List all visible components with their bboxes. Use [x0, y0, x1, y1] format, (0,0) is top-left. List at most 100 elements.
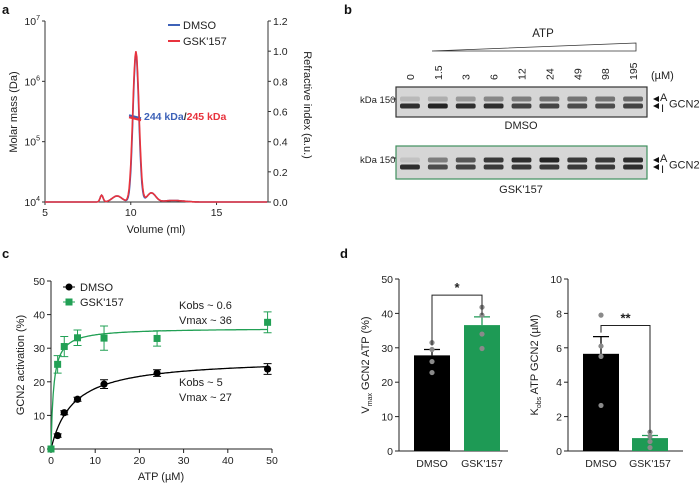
a-y2label: Refractive index (a.u.) [301, 51, 313, 159]
vmax-y-tick-label: 0 [387, 446, 393, 458]
data-point-dmso [60, 409, 68, 417]
kobs-replicate-point [598, 402, 604, 409]
data-point-gsk [264, 318, 272, 326]
panel-label-d: d [340, 246, 348, 261]
a-x-tick-label: 15 [211, 207, 223, 219]
a-y2-tick-label: 0.8 [273, 76, 288, 88]
c-x-tick-label: 10 [89, 455, 101, 467]
band-active [483, 96, 504, 102]
kobs-replicate-point [598, 343, 604, 349]
band-active [623, 96, 643, 102]
vmax-category-label: GSK'157 [461, 458, 503, 470]
band-label-inactive: I [661, 164, 664, 176]
c-y-tick-label: 50 [33, 276, 45, 288]
data-point-dmso [263, 365, 272, 373]
band-label-active: A [660, 153, 668, 165]
a-y2-tick-label: 0.6 [273, 107, 288, 119]
c-legend-gsk: GSK'157 [80, 297, 124, 309]
band-inactive [623, 103, 643, 109]
panel-c-chart: ATP (µM) GCN2 activation (%) DMSO GSK'15… [15, 276, 278, 483]
a-y-tick-label: 106 [24, 75, 40, 88]
fit-curve-gsk [50, 328, 268, 450]
lane-label: 6 [489, 74, 501, 80]
c-x-tick-label: 40 [222, 455, 234, 467]
band-inactive [427, 164, 448, 170]
vmax-ylabel: Vmax GCN2 ATP (%) [360, 316, 374, 413]
a-y2-tick-label: 0.4 [273, 137, 288, 149]
kobs-y-tick-label: 0 [556, 446, 562, 458]
band-inactive [483, 103, 504, 109]
panel-label-b: b [344, 2, 352, 17]
lane-label: 12 [517, 68, 529, 80]
kobs-y-tick-label: 6 [556, 343, 562, 355]
band-inactive [400, 164, 420, 170]
panel-label-a: a [2, 2, 10, 17]
a-y2-tick-label: 0.2 [273, 167, 288, 179]
a-y-tick-label: 105 [24, 136, 40, 149]
band-active [623, 157, 643, 163]
c-x-tick-label: 30 [178, 455, 190, 467]
protein-label: GCN2 [669, 160, 700, 172]
lane-label: 24 [544, 68, 556, 80]
mass-sep: / [184, 111, 187, 123]
arrow-inactive-icon [653, 164, 659, 170]
legend-dmso-label: DMSO [183, 20, 216, 32]
marker-gsk: kDa 150 [360, 155, 395, 166]
band-inactive [623, 164, 643, 170]
band-inactive [595, 164, 616, 170]
data-point-gsk [54, 360, 62, 368]
c-x-tick-label: 0 [48, 455, 54, 467]
blot-dmso [395, 86, 648, 118]
vmax-significance-label: * [454, 280, 460, 295]
kobs-y-tick-label: 8 [556, 308, 562, 320]
kobs-ylabel: Kobs ATP GCN2 (µM) [529, 315, 543, 416]
band-active [455, 96, 476, 102]
a-y2-tick-label: 1.0 [273, 46, 288, 58]
band-inactive [511, 103, 532, 109]
panel-a-chart: Volume (ml) Molar mass (Da) Refractive i… [8, 15, 313, 236]
c-ylabel: GCN2 activation (%) [15, 315, 27, 415]
data-point-gsk [100, 334, 108, 342]
data-point-dmso [100, 380, 108, 388]
lane-label: 49 [572, 68, 584, 80]
kobs-y-tick-label: 10 [550, 274, 562, 286]
band-inactive [539, 103, 560, 109]
c-xlabel: ATP (µM) [138, 471, 184, 483]
a-xlabel: Volume (ml) [127, 224, 186, 236]
vmax-significance-bracket [431, 294, 483, 346]
data-point-gsk [60, 343, 68, 351]
data-point-dmso [153, 369, 161, 377]
band-active [567, 157, 588, 163]
lane-label: 0 [405, 74, 417, 80]
c-y-tick-label: 30 [33, 343, 45, 355]
kobs-category-label: GSK'157 [629, 458, 671, 470]
kobs-significance-bracket [600, 324, 651, 433]
band-inactive [511, 164, 532, 170]
data-point-gsk [74, 334, 82, 342]
a-ylabel: Molar mass (Da) [8, 71, 20, 152]
band-active [400, 96, 420, 102]
dmso-vmax: Vmax ~ 27 [179, 392, 232, 404]
vmax-category-label: DMSO [416, 458, 448, 470]
panel-label-c: c [2, 246, 9, 261]
mass-gsk: 245 kDa [187, 111, 227, 123]
band-inactive [539, 164, 560, 170]
c-y-tick-label: 0 [39, 444, 45, 456]
blot-label-dmso: DMSO [505, 120, 538, 132]
kobs-category-label: DMSO [585, 458, 617, 470]
mass-dmso: 244 kDa [144, 111, 184, 123]
a-y-tick-label: 104 [24, 196, 40, 209]
band-active [539, 96, 560, 102]
vmax-replicate-point [479, 312, 485, 318]
band-active [400, 157, 420, 163]
c-y-tick-label: 20 [33, 377, 45, 389]
band-active [455, 157, 476, 163]
vmax-y-tick-label: 20 [381, 377, 393, 389]
data-point-gsk [153, 334, 161, 342]
vmax-bar-dmso [414, 355, 450, 451]
blot-label-gsk: GSK'157 [499, 184, 543, 196]
arrow-active-icon [653, 157, 659, 163]
protein-label: GCN2 [669, 99, 700, 111]
band-inactive [455, 164, 476, 170]
kobs-replicate-point [647, 438, 653, 445]
